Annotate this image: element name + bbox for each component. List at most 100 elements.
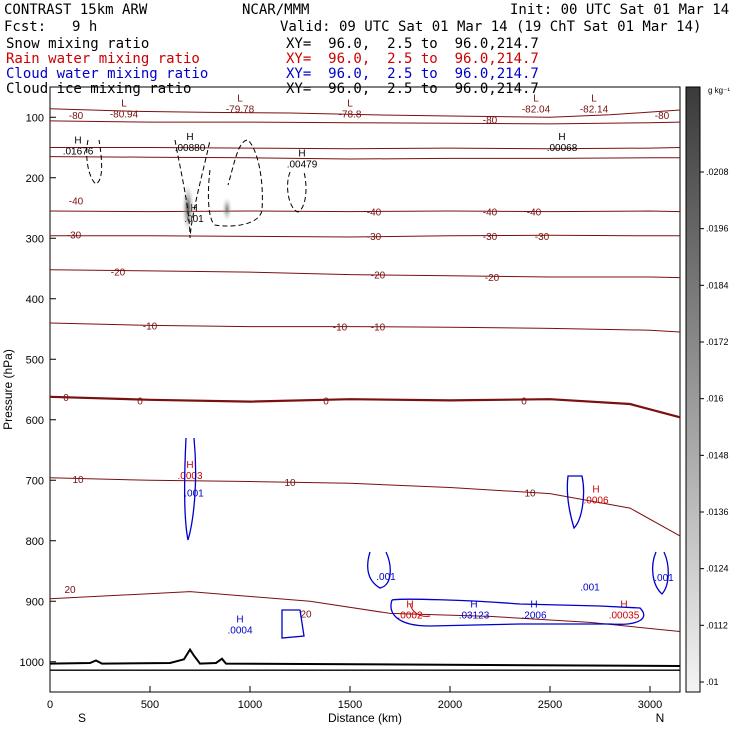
y-tick-label: 1000 bbox=[20, 657, 44, 669]
extremum-value: .0004 bbox=[227, 625, 252, 636]
temperature-label: -80 bbox=[655, 111, 670, 122]
temperature-contour-1 bbox=[49, 120, 681, 125]
y-tick-label: 900 bbox=[26, 596, 44, 608]
cloud-water-contour-2 bbox=[367, 551, 391, 589]
colorbar-tick-label: .0172 bbox=[706, 337, 729, 347]
extremum-value: .03123 bbox=[459, 610, 490, 621]
legend-snow-label: Snow mixing ratio bbox=[6, 36, 150, 52]
extremum-value: .00068 bbox=[547, 143, 578, 154]
y-tick-label: 100 bbox=[26, 112, 44, 124]
x-tick-label: 2500 bbox=[538, 699, 562, 711]
snow-contour-3 bbox=[207, 139, 263, 227]
temperature-contour-3 bbox=[49, 156, 680, 160]
extremum-value: -80.94 bbox=[110, 109, 139, 120]
cloud-water-contour-5 bbox=[566, 475, 585, 530]
temperature-label: -10 bbox=[371, 323, 386, 334]
legend-cloud-ice-xy: XY= 96.0, 2.5 to 96.0,214.7 bbox=[286, 81, 539, 97]
colorbar-tick-label: .0208 bbox=[706, 167, 729, 177]
extremum-marker: H bbox=[186, 460, 193, 471]
temperature-label: 0 bbox=[323, 396, 329, 407]
colorbar bbox=[685, 86, 701, 693]
temperature-label: -10 bbox=[143, 321, 158, 332]
temperature-label: -20 bbox=[371, 271, 386, 282]
snow-contour-4 bbox=[287, 171, 307, 213]
snow-shading-secondary bbox=[222, 197, 232, 221]
temperature-contour-9 bbox=[49, 477, 681, 537]
x-tick-label: 1500 bbox=[338, 699, 362, 711]
extremum-value: .2006 bbox=[521, 610, 546, 621]
cloud-water-contour-3 bbox=[281, 609, 305, 639]
legend-rain-xy: XY= 96.0, 2.5 to 96.0,214.7 bbox=[286, 51, 539, 67]
y-tick-label: 800 bbox=[26, 536, 44, 548]
colorbar-tick-label: .016 bbox=[706, 394, 724, 404]
temperature-contour-2 bbox=[50, 147, 681, 150]
cloud-water-label: .001 bbox=[184, 488, 204, 499]
y-tick-label: 600 bbox=[26, 415, 44, 427]
snow-contour-1 bbox=[86, 139, 103, 185]
colorbar-tick-label: .0112 bbox=[706, 620, 728, 630]
legend-rain-label: Rain water mixing ratio bbox=[6, 51, 200, 67]
snow-contour-2 bbox=[174, 139, 211, 239]
extremum-value: -82.04 bbox=[522, 105, 551, 116]
north-label: N bbox=[656, 711, 665, 725]
temperature-label: 10 bbox=[524, 488, 536, 499]
temperature-label: -30 bbox=[535, 232, 550, 243]
extremum-marker: H bbox=[620, 599, 627, 610]
extremum-marker: H bbox=[470, 599, 477, 610]
temperature-label: -40 bbox=[69, 197, 84, 208]
temperature-label: 10 bbox=[284, 478, 296, 489]
temperature-label: -30 bbox=[483, 232, 498, 243]
temperature-label: -30 bbox=[67, 231, 82, 242]
extremum-value: .01676 bbox=[63, 146, 94, 157]
extremum-marker: L bbox=[237, 94, 243, 105]
temperature-label: -40 bbox=[367, 208, 382, 219]
legend-cloud-ice-label: Cloud ice mixing ratio bbox=[6, 81, 192, 97]
x-tick-label: 500 bbox=[141, 699, 159, 711]
extremum-value: .0006 bbox=[583, 495, 608, 506]
temperature-label: -20 bbox=[485, 273, 500, 284]
extremum-value: .00479 bbox=[287, 160, 318, 171]
temperature-contour-0 bbox=[49, 108, 681, 118]
temperature-label: -40 bbox=[527, 208, 542, 219]
extremum-value: .00880 bbox=[175, 143, 206, 154]
cloud-water-label: .001 bbox=[376, 572, 396, 583]
cloud-water-contour-4 bbox=[390, 598, 645, 627]
terrain-line bbox=[49, 647, 681, 667]
temperature-label: -20 bbox=[111, 268, 126, 279]
temperature-contour-7 bbox=[49, 322, 681, 333]
init-time: Init: 00 UTC Sat 01 Mar 14 bbox=[510, 2, 730, 18]
extremum-marker: H bbox=[592, 484, 599, 495]
extremum-value: -78.8 bbox=[339, 109, 362, 120]
extremum-value: .0003 bbox=[177, 471, 202, 482]
south-label: S bbox=[78, 711, 86, 725]
extremum-marker: H bbox=[558, 132, 565, 143]
center-title: NCAR/MMM bbox=[242, 2, 310, 18]
extremum-marker: H bbox=[236, 614, 243, 625]
cloud-water-label: .001 bbox=[580, 583, 600, 594]
extremum-marker: L bbox=[591, 94, 597, 105]
y-tick-label: 300 bbox=[26, 233, 44, 245]
cloud-water-contour-6 bbox=[651, 551, 669, 595]
temperature-label: 10 bbox=[72, 475, 84, 486]
model-title: CONTRAST 15km ARW bbox=[4, 2, 148, 18]
legend-cloud-water-label: Cloud water mixing ratio bbox=[6, 66, 209, 82]
temperature-label: 20 bbox=[64, 585, 76, 596]
extremum-value: .00035 bbox=[609, 610, 640, 621]
colorbar-tick-label: .0196 bbox=[706, 224, 729, 234]
x-tick-label: 2000 bbox=[438, 699, 462, 711]
temperature-contour-4 bbox=[49, 210, 681, 213]
colorbar-tick-label: .0124 bbox=[706, 564, 729, 574]
y-tick-label: 700 bbox=[26, 475, 44, 487]
colorbar-tick-label: .0136 bbox=[706, 507, 729, 517]
extremum-marker: H bbox=[530, 599, 537, 610]
temperature-contour-5 bbox=[50, 234, 680, 238]
cloud-water-contour-1 bbox=[184, 437, 197, 541]
temperature-contour-8 bbox=[49, 395, 681, 419]
x-tick-label: 1000 bbox=[238, 699, 262, 711]
forecast-hours: 9 h bbox=[72, 19, 98, 35]
y-tick-label: 400 bbox=[26, 294, 44, 306]
rain-contour-1 bbox=[409, 603, 431, 617]
colorbar-tick-label: .0184 bbox=[706, 280, 729, 290]
extremum-marker: H bbox=[406, 599, 413, 610]
valid-time: Valid: 09 UTC Sat 01 Mar 14 (19 ChT Sat … bbox=[280, 19, 702, 35]
